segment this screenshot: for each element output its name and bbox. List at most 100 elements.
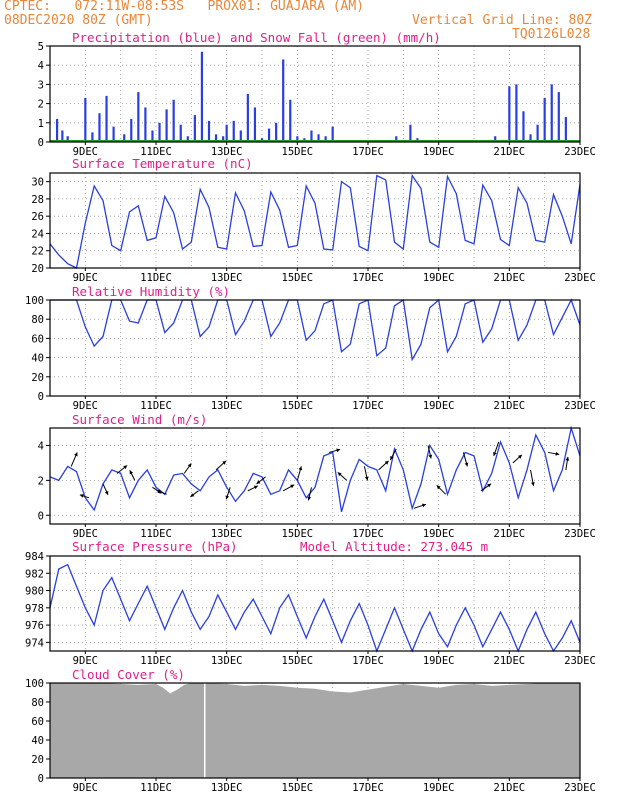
wind-vector-head bbox=[253, 485, 258, 490]
wind-vector-head bbox=[336, 448, 341, 453]
precip-bar bbox=[310, 130, 313, 142]
precip-bar bbox=[123, 134, 126, 142]
wind-vector-head bbox=[190, 493, 195, 497]
precip-ytick-label: 5 bbox=[38, 41, 44, 53]
precip-bar bbox=[214, 134, 218, 142]
temp-frame bbox=[49, 172, 581, 269]
cloud-ytick-label: 80 bbox=[31, 697, 44, 709]
precip-bar bbox=[91, 132, 94, 142]
precip-bar bbox=[267, 128, 271, 142]
cloud-cover-area bbox=[50, 683, 580, 778]
pressure-xtick-label: 9DEC bbox=[73, 655, 98, 667]
cloud-xtick-label: 23DEC bbox=[564, 782, 596, 794]
wind-vector-head bbox=[222, 460, 227, 465]
pressure-xtick-label: 11DEC bbox=[140, 655, 172, 667]
temp-ytick-label: 26 bbox=[31, 211, 44, 223]
precip-xtick-label: 11DEC bbox=[140, 146, 172, 158]
precip-bar bbox=[61, 130, 64, 142]
precip-bar bbox=[508, 86, 511, 142]
precip-bar bbox=[564, 117, 567, 142]
wind-ytick-label: 4 bbox=[38, 440, 44, 452]
precip-bar bbox=[296, 136, 299, 142]
precip-bar bbox=[522, 111, 525, 142]
wind-vector-head bbox=[187, 463, 192, 468]
precip-bar bbox=[529, 134, 532, 142]
precip-bar bbox=[66, 136, 69, 142]
wind-xtick-label: 11DEC bbox=[140, 528, 172, 540]
precip-bar bbox=[225, 124, 228, 142]
wind-vector-head bbox=[493, 452, 497, 456]
rh-ytick-label: 100 bbox=[25, 295, 44, 307]
precip-bar bbox=[186, 136, 189, 142]
rh-xtick-label: 17DEC bbox=[352, 400, 384, 412]
header-run-line: 08DEC2020 80Z (GMT) bbox=[4, 13, 153, 28]
wind-ytick-label: 0 bbox=[38, 510, 44, 522]
cloud-xtick-label: 11DEC bbox=[140, 782, 172, 794]
precip-xtick-label: 23DEC bbox=[564, 146, 596, 158]
rh-frame bbox=[49, 299, 581, 397]
temp-xtick-label: 15DEC bbox=[282, 272, 314, 284]
wind-xtick-label: 13DEC bbox=[211, 528, 243, 540]
pressure-xtick-label: 17DEC bbox=[352, 655, 384, 667]
precip-bar bbox=[200, 51, 204, 143]
pressure-ytick-label: 974 bbox=[25, 637, 44, 649]
pressure-xtick-label: 21DEC bbox=[494, 655, 526, 667]
temp-xtick-label: 17DEC bbox=[352, 272, 384, 284]
wind-vector-head bbox=[364, 476, 369, 481]
rh-xtick-label: 23DEC bbox=[564, 400, 596, 412]
precip-bar bbox=[515, 84, 518, 142]
pressure-xtick-label: 13DEC bbox=[211, 655, 243, 667]
precip-bar bbox=[409, 124, 412, 142]
rh-xtick-label: 21DEC bbox=[494, 400, 526, 412]
precip-xtick-label: 17DEC bbox=[352, 146, 384, 158]
wind-vector-head bbox=[384, 460, 389, 465]
precip-bar bbox=[550, 84, 553, 142]
temp-ytick-label: 28 bbox=[31, 194, 44, 206]
wind-vector-head bbox=[298, 466, 303, 471]
rh-ytick-label: 20 bbox=[31, 372, 44, 384]
cloud-ytick-label: 0 bbox=[38, 773, 44, 785]
pressure-title: Surface Pressure (hPa) bbox=[72, 539, 238, 554]
precip-bar bbox=[179, 124, 182, 142]
precip-xtick-label: 9DEC bbox=[73, 146, 98, 158]
wind-xtick-label: 17DEC bbox=[352, 528, 384, 540]
wind-vector-head bbox=[256, 480, 261, 484]
temp-xtick-label: 19DEC bbox=[423, 272, 455, 284]
wind-series-line bbox=[49, 425, 581, 512]
pressure-ytick-label: 976 bbox=[25, 620, 44, 632]
cloud-ytick-label: 100 bbox=[25, 678, 44, 690]
precip-bar bbox=[222, 136, 225, 142]
precip-bar bbox=[324, 136, 327, 142]
precip-bar bbox=[207, 120, 211, 142]
pressure-ytick-label: 984 bbox=[25, 551, 44, 563]
temp-ytick-label: 20 bbox=[31, 263, 44, 275]
wind-vector-head bbox=[487, 483, 492, 488]
rh-xtick-label: 15DEC bbox=[282, 400, 314, 412]
precip-ytick-label: 1 bbox=[38, 118, 44, 130]
rh-xtick-label: 13DEC bbox=[211, 400, 243, 412]
precip-bar bbox=[317, 134, 320, 142]
precip-bar bbox=[105, 95, 108, 142]
temp-xtick-label: 13DEC bbox=[211, 272, 243, 284]
precip-bar bbox=[98, 113, 101, 142]
pressure-ytick-label: 978 bbox=[25, 603, 44, 615]
precip-bar bbox=[193, 115, 196, 142]
pressure-ytick-label: 980 bbox=[25, 586, 44, 598]
wind-xtick-label: 21DEC bbox=[494, 528, 526, 540]
rh-ytick-label: 80 bbox=[31, 314, 44, 326]
precip-bar bbox=[84, 97, 87, 142]
pressure-xtick-label: 15DEC bbox=[282, 655, 314, 667]
wind-vector-head bbox=[307, 496, 312, 501]
rh-ytick-label: 60 bbox=[31, 333, 44, 345]
header-model-id: TQ0126L028 bbox=[512, 27, 591, 42]
wind-xtick-label: 19DEC bbox=[423, 528, 455, 540]
wind-vector-head bbox=[104, 490, 109, 495]
precip-xtick-label: 13DEC bbox=[211, 146, 243, 158]
rh-xtick-label: 19DEC bbox=[423, 400, 455, 412]
temp-xtick-label: 21DEC bbox=[494, 272, 526, 284]
wind-vector-head bbox=[74, 452, 78, 457]
rh-ytick-label: 40 bbox=[31, 353, 44, 365]
header-grid-line-note: Vertical Grid Line: 80Z bbox=[412, 13, 593, 28]
